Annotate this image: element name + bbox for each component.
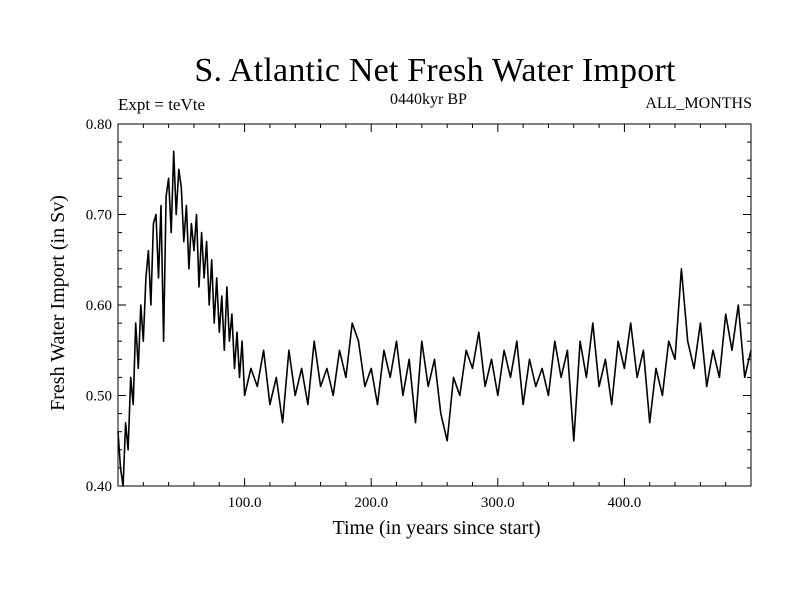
series-line [117, 150, 752, 487]
x-tick-label: 400.0 [608, 495, 642, 511]
y-tick-label: 0.80 [86, 117, 112, 133]
x-tick-label: 100.0 [228, 495, 262, 511]
y-tick-label: 0.50 [86, 389, 112, 405]
chart-subtitle: 0440kyr BP [390, 91, 467, 108]
y-tick-label: 0.60 [86, 298, 112, 314]
y-axis-label: Fresh Water Import (in Sv) [47, 195, 69, 411]
y-tick-label: 0.40 [86, 479, 112, 495]
months-label: ALL_MONTHS [645, 95, 752, 112]
y-tick-label: 0.70 [86, 208, 112, 224]
chart-title: S. Atlantic Net Fresh Water Import [194, 52, 676, 89]
x-axis-label: Time (in years since start) [332, 517, 540, 539]
experiment-label: Expt = teVte [118, 95, 206, 114]
x-tick-label: 200.0 [354, 495, 388, 511]
x-tick-label: 300.0 [481, 495, 515, 511]
